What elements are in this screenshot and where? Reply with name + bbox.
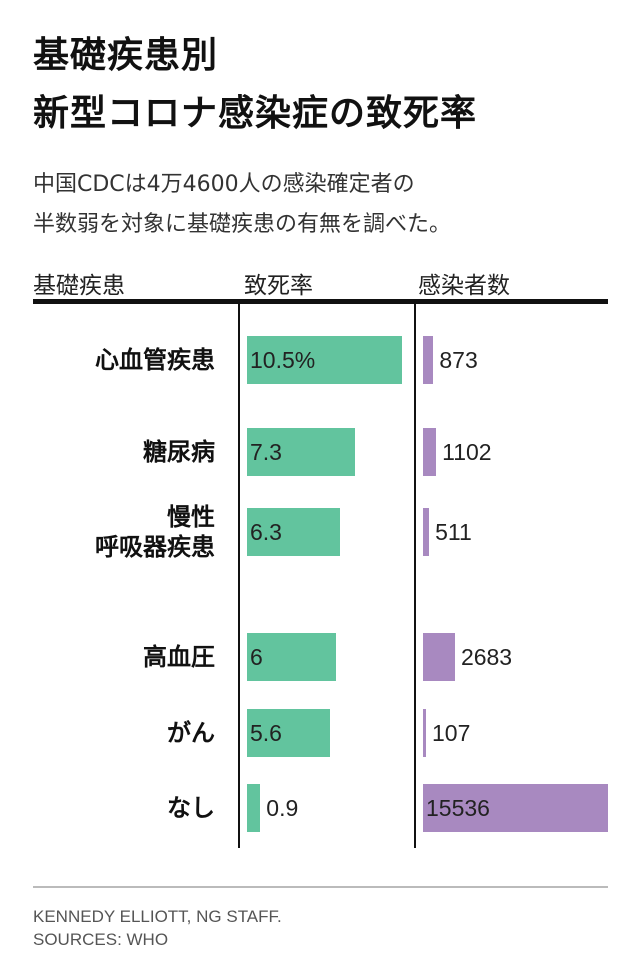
category-label: がん	[167, 719, 215, 747]
fatality-value-label: 6	[250, 644, 263, 670]
fatality-bar	[247, 508, 340, 556]
category-label: 糖尿病	[143, 438, 215, 466]
fatality-bar	[247, 784, 261, 832]
cases-value-label: 1102	[442, 439, 492, 465]
category-label: 高血圧	[143, 643, 215, 671]
title-line-1: 基礎疾患別	[33, 35, 219, 76]
fatality-value-label: 5.6	[250, 720, 282, 746]
fatality-bar	[247, 633, 336, 681]
fatality-bar	[247, 428, 355, 476]
sources: SOURCES: WHO	[33, 930, 169, 949]
category-label: 慢性 呼吸器疾患	[95, 503, 215, 561]
category-label: なし	[167, 794, 215, 822]
subtitle-line-1: 中国CDCは4万4600人の感染確定者の	[33, 172, 415, 197]
fatality-value-label: 0.9	[266, 795, 299, 821]
cases-bar	[423, 784, 608, 832]
cases-value-label: 511	[435, 519, 472, 545]
cases-value-label: 2683	[460, 644, 513, 670]
header-rule	[33, 299, 608, 304]
column-divider-2	[414, 302, 416, 848]
cases-value-label: 15536	[426, 795, 490, 821]
category-label: 心血管疾患	[95, 346, 215, 374]
cases-bar	[423, 428, 437, 476]
header-condition: 基礎疾患	[33, 273, 125, 299]
fatality-bar	[247, 336, 402, 384]
cases-bar	[423, 336, 434, 384]
subtitle-line-2: 半数弱を対象に基礎疾患の有無を調べた。	[33, 212, 452, 237]
header-fatality-rate: 致死率	[244, 273, 313, 299]
cases-bar	[423, 633, 455, 681]
footer-rule	[33, 886, 608, 888]
cases-bar	[423, 709, 426, 757]
fatality-value-label: 10.5%	[250, 347, 316, 373]
fatality-value-label: 7.3	[250, 439, 282, 465]
cases-value-label: 873	[439, 347, 478, 373]
cases-value-label: 107	[432, 720, 471, 746]
title-line-2: 新型コロナ感染症の致死率	[33, 93, 478, 134]
cases-bar	[423, 508, 430, 556]
fatality-bar	[247, 709, 330, 757]
column-divider-1	[238, 302, 240, 848]
credit: KENNEDY ELLIOTT, NG STAFF.	[33, 907, 282, 926]
fatality-value-label: 6.3	[250, 519, 282, 545]
header-cases: 感染者数	[418, 273, 510, 299]
